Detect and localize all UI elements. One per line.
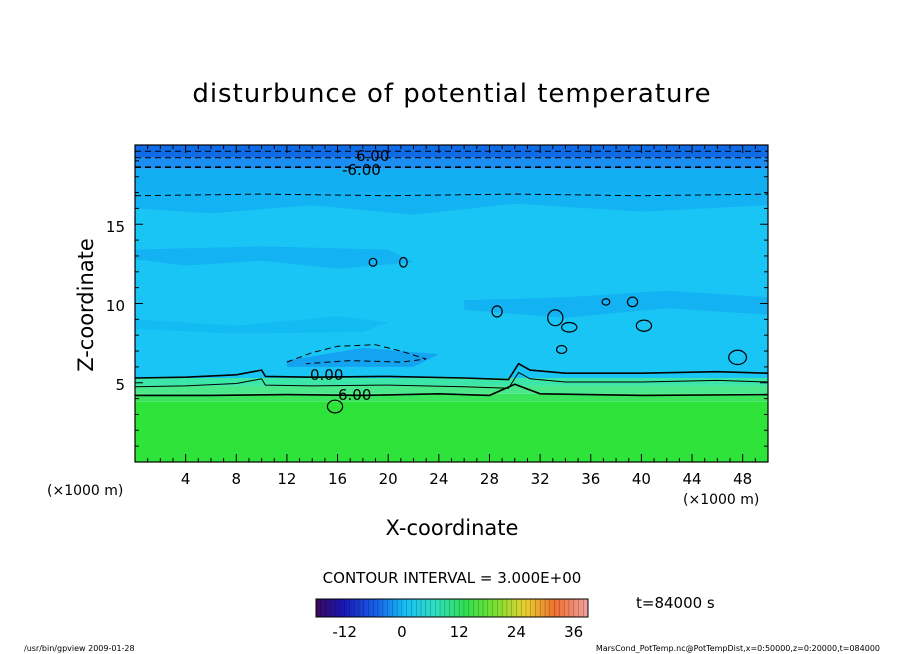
colorbar-label-36: 36 [564, 623, 583, 641]
axis-ticks [135, 145, 768, 462]
x-tick-label-24: 24 [429, 470, 448, 488]
heatmap-patches [135, 192, 768, 367]
x-tick-label-8: 8 [232, 470, 242, 488]
x-unit-right: (×1000 m) [683, 492, 759, 508]
contour-label-bottom: 6.00 [338, 386, 371, 404]
contour-minus3 [135, 193, 768, 197]
contour-small-10 [601, 298, 611, 306]
heatmap-patch-0 [135, 192, 768, 215]
heatmap-layer-3 [135, 377, 768, 386]
heatmap-layer-6 [135, 157, 768, 169]
y-tick-label-15: 15 [106, 218, 125, 236]
y-tick-label-10: 10 [106, 297, 125, 315]
colorbar-label-0: 0 [397, 623, 407, 641]
heatmap-layer-1 [135, 393, 768, 402]
heatmap-patch-2 [464, 290, 768, 318]
contour-small-0 [326, 399, 344, 414]
x-tick-label-16: 16 [328, 470, 347, 488]
contour-plus6 [135, 383, 768, 397]
x-tick-label-20: 20 [379, 470, 398, 488]
contour-label-zero: 0.00 [310, 366, 343, 384]
footer-right: MarsCond_PotTemp.nc@PotTempDist,x=0:5000… [596, 644, 880, 653]
colorbar-stripes [320, 599, 584, 617]
heatmap-layer-2 [135, 385, 768, 394]
chart-title: disturbunce of potential temperature [192, 79, 711, 109]
colorbar-label--12: -12 [332, 623, 357, 641]
contour-lines [135, 150, 768, 414]
contour-small-7 [555, 344, 568, 355]
x-tick-label-12: 12 [277, 470, 296, 488]
contour-interval: CONTOUR INTERVAL = 3.000E+00 [323, 569, 582, 587]
x-tick-label-32: 32 [531, 470, 550, 488]
contour-zero [135, 362, 768, 381]
contour-small-3 [561, 321, 578, 333]
y-tick-label-5: 5 [115, 376, 125, 394]
heatmap-layers [135, 145, 768, 462]
x-tick-label-28: 28 [480, 470, 499, 488]
x-tick-label-4: 4 [181, 470, 191, 488]
contour-small-1 [491, 305, 503, 318]
contour-small-4 [626, 296, 639, 308]
contour-label-top-1: 6.00 [356, 147, 389, 165]
x-tick-label-36: 36 [581, 470, 600, 488]
x-tick-label-40: 40 [632, 470, 651, 488]
heatmap-layer-5 [135, 168, 768, 193]
contour-small-5 [635, 319, 653, 332]
x-unit-left: (×1000 m) [47, 483, 123, 499]
heatmap-patch-1 [135, 246, 414, 269]
contour-bubble [286, 344, 427, 365]
heatmap-layer-0 [135, 401, 768, 462]
colorbar-label-24: 24 [507, 623, 526, 641]
colorbar-label-12: 12 [450, 623, 469, 641]
contour-small-2 [547, 309, 564, 327]
heatmap-layer-7 [135, 145, 768, 158]
colorbar [315, 598, 589, 618]
contour-small-9 [398, 256, 408, 268]
x-tick-label-48: 48 [733, 470, 752, 488]
contour-label-top-2: -6.00 [342, 161, 381, 179]
colorbar-tick-labels: -12 0 12 24 36 [332, 623, 583, 641]
contour-small-8 [368, 257, 378, 267]
plot-area [135, 145, 768, 462]
y-axis-label: Z-coordinate [74, 238, 98, 372]
time-label: t=84000 s [636, 594, 715, 612]
contour-plus3 [135, 371, 768, 389]
contour-small-6 [728, 349, 748, 366]
footer-left: /usr/bin/gpview 2009-01-28 [24, 644, 135, 653]
heatmap-layer-4 [135, 192, 768, 378]
x-tick-label-44: 44 [682, 470, 701, 488]
x-axis-label: X-coordinate [386, 516, 519, 540]
heatmap-patch-3 [135, 316, 389, 334]
x-tick-labels: 4 8 12 16 20 24 28 32 36 40 44 48 [181, 470, 752, 488]
